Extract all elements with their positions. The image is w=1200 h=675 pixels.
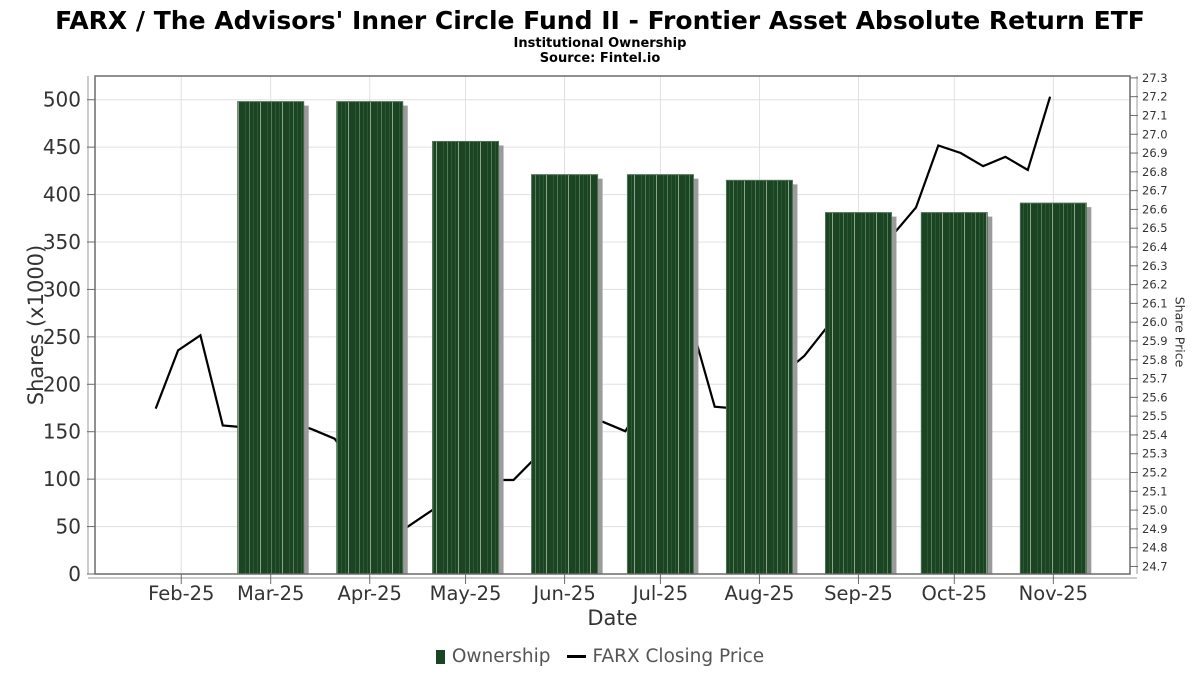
y-right-tick-label: 25.6	[1142, 390, 1168, 404]
ownership-bar	[824, 212, 892, 575]
y-right-tick-label: 25.4	[1142, 428, 1168, 442]
chart-subtitle: Institutional Ownership	[513, 36, 687, 51]
y-right-ticks: 24.7 24.8 24.9 25.0 25.1 25.2 25.3 25.4 25.5 25.6…	[1130, 71, 1168, 573]
x-tick-label: Jul-25	[631, 582, 688, 605]
y-left-tick-label: 100	[43, 467, 81, 491]
bar-shadow	[498, 145, 504, 575]
y-left-tick-label: 150	[43, 420, 81, 444]
y-axis-right-title: Share Price	[1172, 296, 1188, 368]
bar-shadow	[792, 184, 798, 575]
ownership-bar	[432, 140, 500, 575]
y-right-tick-label: 26.4	[1142, 240, 1168, 254]
y-right-tick-label: 25.3	[1142, 447, 1168, 461]
y-right-tick-label: 24.9	[1142, 522, 1168, 536]
y-right-tick-label: 25.2	[1142, 466, 1168, 480]
price-legend-label: FARX Closing Price	[592, 646, 765, 667]
ownership-legend-label: Ownership	[451, 646, 551, 667]
x-tick-label: Nov-25	[1019, 582, 1088, 605]
ownership-legend-swatch	[435, 649, 445, 664]
x-tick-label: Oct-25	[922, 582, 988, 605]
y-left-tick-label: 50	[56, 515, 81, 539]
y-right-tick-label: 25.9	[1142, 334, 1168, 348]
x-tick-label: May-25	[430, 582, 502, 605]
y-right-tick-label: 25.8	[1142, 353, 1168, 367]
x-tick-label: Mar-25	[237, 582, 304, 605]
y-right-tick-label: 25.7	[1142, 372, 1168, 386]
y-right-tick-label: 27.2	[1142, 90, 1168, 104]
x-tick-label: Aug-25	[724, 582, 794, 605]
y-axis-left-title: Shares (x1000)	[24, 244, 48, 406]
ownership-bars	[237, 101, 1092, 575]
chart-source: Source: Fintel.io	[539, 51, 661, 66]
ownership-bar	[336, 101, 404, 575]
y-right-tick-label: 24.7	[1142, 559, 1168, 573]
bar-shadow	[693, 178, 699, 574]
x-tick-label: Sep-25	[824, 582, 893, 605]
y-right-tick-label: 27.0	[1142, 127, 1168, 141]
y-right-tick-label: 26.5	[1142, 221, 1168, 235]
bar-shadow	[597, 178, 603, 574]
ownership-bar	[626, 174, 694, 575]
y-left-tick-label: 0	[68, 562, 81, 586]
y-right-tick-label: 26.1	[1142, 296, 1168, 310]
y-left-tick-label: 250	[43, 325, 81, 349]
y-right-tick-label: 26.2	[1142, 278, 1168, 292]
x-ticks: Feb-25 Mar-25 Apr-25 May-25 Jun-25 Jul-25 Aug-…	[148, 574, 1088, 605]
bar-shadow	[987, 216, 993, 574]
y-right-tick-label: 25.5	[1142, 409, 1168, 423]
y-right-tick-label: 26.6	[1142, 202, 1168, 216]
y-left-tick-label: 200	[43, 372, 81, 396]
legend: Ownership FARX Closing Price	[0, 646, 1200, 667]
y-left-tick-label: 400	[43, 183, 81, 207]
y-right-tick-label: 24.8	[1142, 541, 1168, 555]
y-right-tick-label: 25.0	[1142, 503, 1168, 517]
x-tick-label: Jun-25	[531, 582, 595, 605]
bar-shadow	[891, 216, 897, 574]
y-right-tick-label: 26.7	[1142, 184, 1168, 198]
plot-border	[94, 75, 1131, 575]
ownership-bar	[725, 179, 793, 575]
y-right-tick-label: 26.3	[1142, 259, 1168, 273]
bar-shadow	[402, 105, 408, 575]
y-right-tick-label: 25.1	[1142, 484, 1168, 498]
ownership-bar	[531, 174, 599, 575]
y-left-tick-label: 350	[43, 230, 81, 254]
price-line-legend-marker	[566, 655, 586, 658]
chart-title: FARX / The Advisors' Inner Circle Fund I…	[55, 6, 1145, 35]
ownership-bar	[920, 212, 988, 575]
y-right-tick-label: 26.0	[1142, 315, 1168, 329]
ownership-bar	[1019, 202, 1087, 575]
y-right-tick-label: 26.8	[1142, 165, 1168, 179]
y-left-ticks: 0 50 100 150 200 250 300 350 400 450 500	[43, 88, 95, 586]
y-left-tick-label: 500	[43, 88, 81, 112]
y-left-tick-label: 300	[43, 277, 81, 301]
y-left-tick-label: 450	[43, 135, 81, 159]
x-axis-title: Date	[587, 606, 638, 630]
bar-shadow	[303, 105, 309, 575]
x-tick-label: Feb-25	[148, 582, 214, 605]
y-right-tick-label: 26.9	[1142, 146, 1168, 160]
y-right-tick-label: 27.3	[1142, 71, 1168, 85]
bar-shadow	[1086, 207, 1092, 574]
ownership-bar	[237, 101, 305, 575]
x-tick-label: Apr-25	[338, 582, 402, 605]
y-right-tick-label: 27.1	[1142, 108, 1168, 122]
